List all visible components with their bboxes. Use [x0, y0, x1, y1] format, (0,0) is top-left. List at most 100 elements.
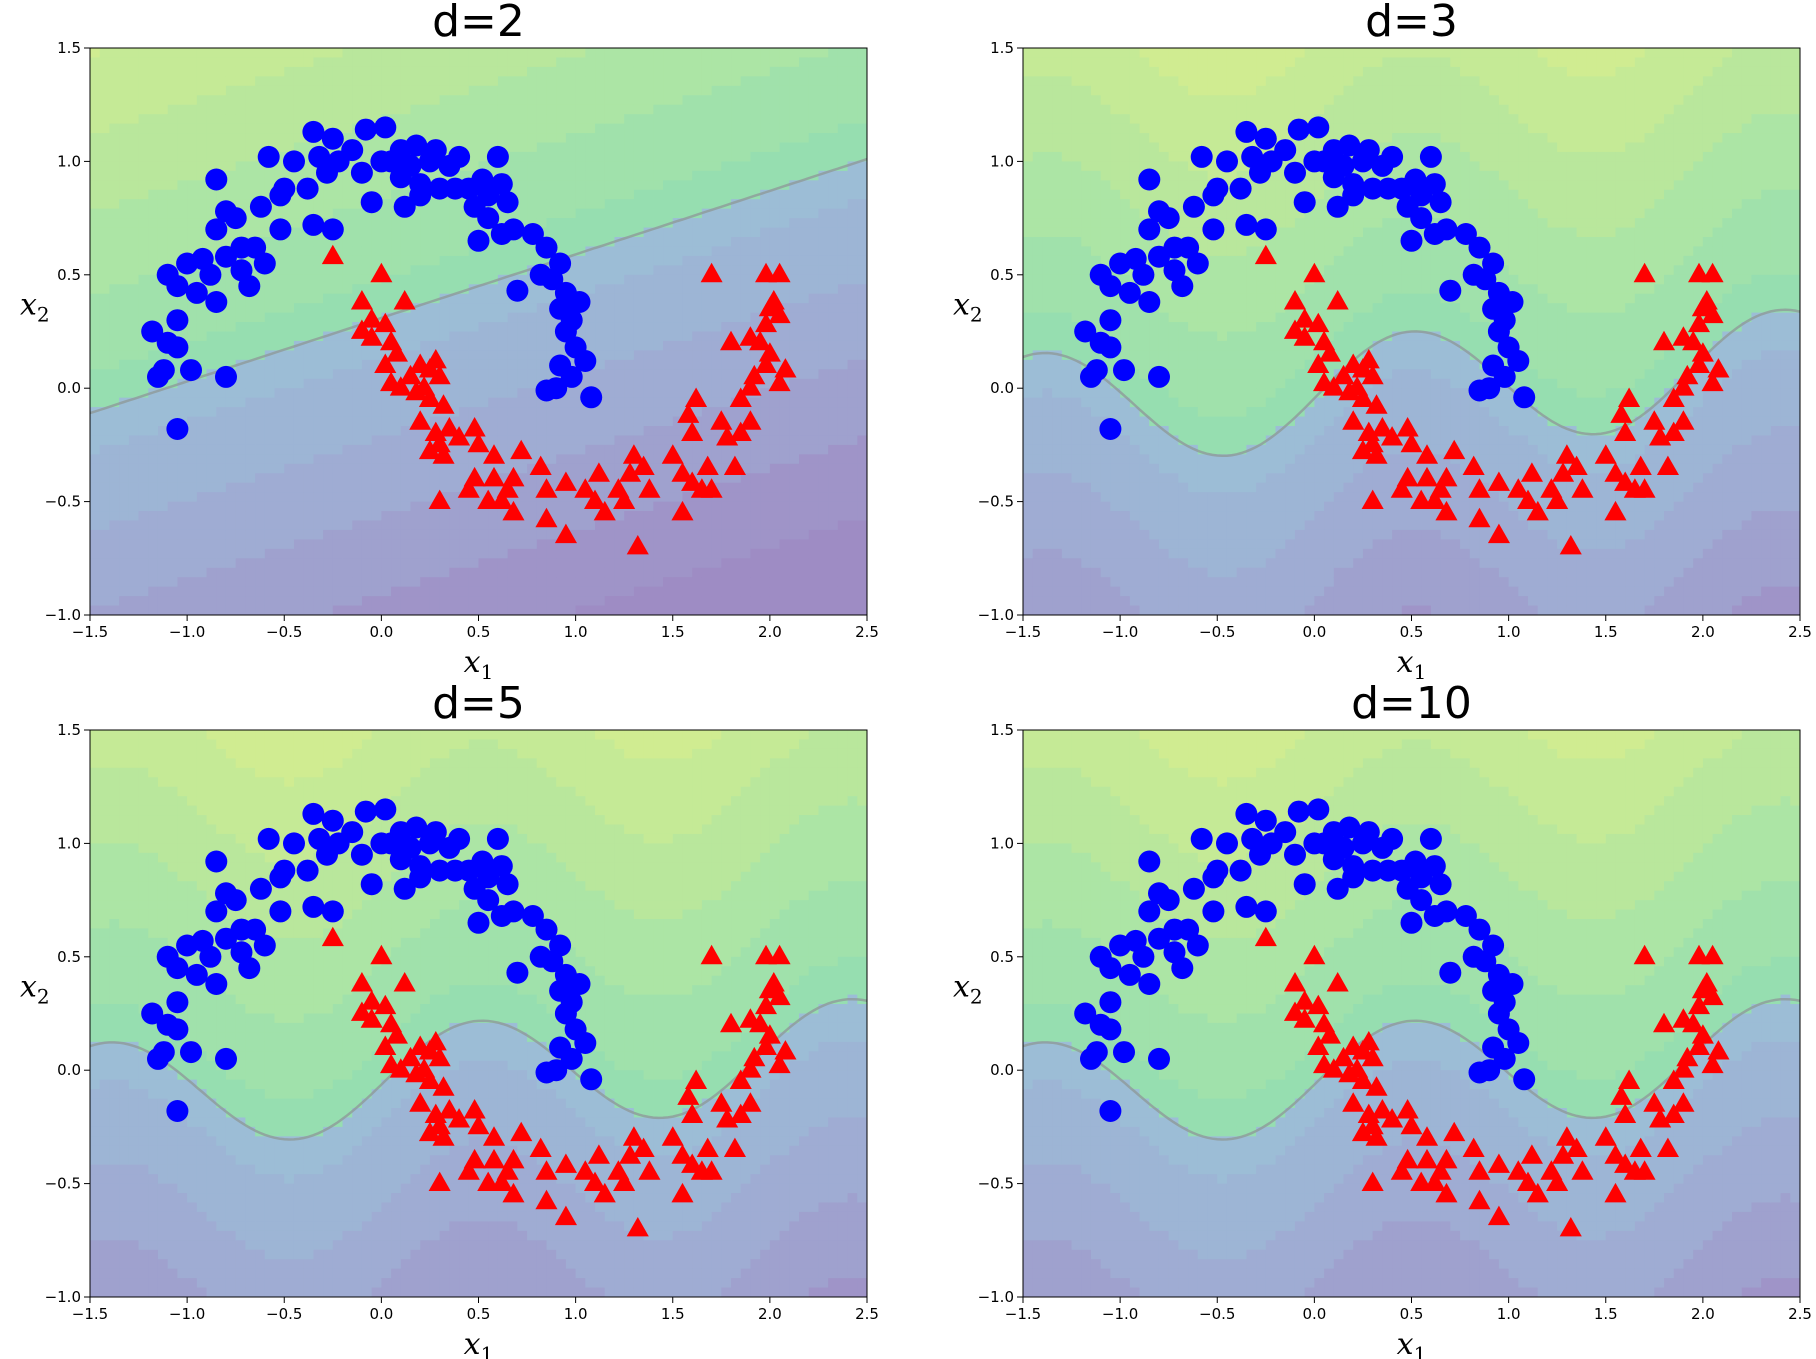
- point-circle: [1074, 1002, 1097, 1025]
- point-circle: [1148, 200, 1170, 223]
- point-circle: [535, 236, 558, 259]
- x-tick-label: −1.5: [72, 1305, 108, 1323]
- point-circle: [321, 218, 344, 241]
- point-triangle: [729, 421, 752, 441]
- point-triangle: [1487, 523, 1510, 544]
- point-circle: [1487, 1002, 1510, 1025]
- point-circle: [1468, 236, 1491, 259]
- point-circle: [1148, 245, 1170, 268]
- point-triangle: [774, 358, 797, 378]
- point-circle: [249, 877, 272, 900]
- point-triangle: [1707, 358, 1730, 378]
- y-tick-label: −0.5: [978, 493, 1014, 511]
- point-triangle: [1688, 994, 1710, 1015]
- y-tick-label: −0.5: [45, 493, 81, 511]
- point-circle: [1138, 168, 1161, 191]
- point-triangle: [1672, 410, 1695, 430]
- point-circle: [1229, 859, 1252, 882]
- point-triangle: [1390, 478, 1413, 498]
- point-circle: [1202, 218, 1225, 241]
- point-triangle: [1633, 262, 1656, 283]
- point-triangle: [1361, 1171, 1384, 1191]
- point-triangle: [418, 1121, 441, 1142]
- point-triangle: [1507, 1160, 1530, 1180]
- point-circle: [1216, 150, 1238, 173]
- x-tick-label: 1.0: [1497, 1305, 1521, 1323]
- point-triangle: [671, 500, 694, 521]
- point-circle: [1322, 848, 1345, 871]
- point-circle: [1482, 297, 1505, 320]
- point-triangle: [1604, 1182, 1627, 1203]
- x-tick-label: 1.5: [661, 623, 685, 641]
- point-circle: [389, 166, 412, 189]
- point-triangle: [768, 303, 791, 324]
- point-triangle: [1351, 1121, 1374, 1142]
- point-triangle: [463, 1099, 486, 1119]
- point-circle: [389, 848, 412, 871]
- point-circle: [166, 309, 189, 332]
- point-triangle: [768, 371, 791, 392]
- point-circle: [321, 809, 344, 832]
- point-triangle: [529, 1137, 552, 1157]
- point-circle: [1254, 809, 1277, 832]
- x-ticks: −1.5 −1.0 −0.5 0.0 0.5 1.0 1.5 2.0 2.5: [72, 615, 879, 641]
- point-circle: [1148, 1047, 1170, 1070]
- y-axis-label: x2: [953, 287, 983, 326]
- point-triangle: [1416, 1126, 1439, 1146]
- point-circle: [1074, 320, 1097, 343]
- point-circle: [215, 245, 237, 268]
- point-triangle: [1332, 1046, 1355, 1067]
- point-circle: [374, 116, 397, 139]
- point-triangle: [661, 444, 684, 464]
- point-circle: [1254, 127, 1277, 150]
- point-triangle: [632, 1137, 655, 1157]
- point-circle: [215, 927, 237, 950]
- point-triangle: [385, 342, 408, 362]
- point-circle: [215, 200, 237, 223]
- point-triangle: [360, 326, 383, 346]
- point-triangle: [1507, 478, 1530, 498]
- point-triangle: [428, 1046, 451, 1067]
- point-circle: [1419, 827, 1442, 850]
- point-circle: [496, 191, 519, 214]
- y-axis-label: x2: [20, 969, 50, 1008]
- y-ticks: −1.0 −0.5 0.0 0.5 1.0 1.5: [978, 39, 1023, 624]
- point-circle: [405, 816, 428, 839]
- point-triangle: [1662, 1069, 1685, 1089]
- point-triangle: [350, 972, 373, 992]
- point-circle: [238, 275, 261, 298]
- y-tick-label: 1.5: [57, 721, 81, 739]
- point-triangle: [1365, 1126, 1388, 1146]
- point-triangle: [1307, 1035, 1330, 1055]
- data-points: [1074, 798, 1730, 1237]
- point-circle: [244, 918, 267, 941]
- point-circle: [350, 843, 373, 866]
- point-triangle: [1351, 1069, 1374, 1089]
- point-triangle: [762, 290, 785, 310]
- point-triangle: [535, 507, 558, 528]
- point-circle: [205, 218, 228, 241]
- x-tick-label: 1.0: [564, 623, 588, 641]
- point-triangle: [671, 462, 694, 482]
- point-triangle: [700, 1160, 723, 1180]
- point-triangle: [424, 349, 447, 369]
- point-circle: [257, 827, 280, 850]
- y-axis-label: x2: [953, 969, 983, 1008]
- point-triangle: [700, 262, 723, 283]
- point-circle: [1190, 827, 1213, 850]
- point-triangle: [483, 444, 506, 464]
- point-circle: [1099, 275, 1122, 298]
- point-circle: [302, 120, 325, 143]
- point-triangle: [1633, 944, 1656, 965]
- point-triangle: [1381, 426, 1404, 446]
- point-triangle: [1656, 455, 1679, 475]
- point-circle: [273, 859, 296, 882]
- point-circle: [1138, 291, 1161, 313]
- point-triangle: [1629, 1137, 1652, 1157]
- point-circle: [360, 873, 383, 896]
- point-triangle: [1695, 290, 1718, 310]
- point-circle: [185, 281, 208, 304]
- y-axis-label-subscript: 2: [37, 984, 50, 1008]
- point-triangle: [1254, 244, 1277, 265]
- point-circle: [1435, 218, 1458, 241]
